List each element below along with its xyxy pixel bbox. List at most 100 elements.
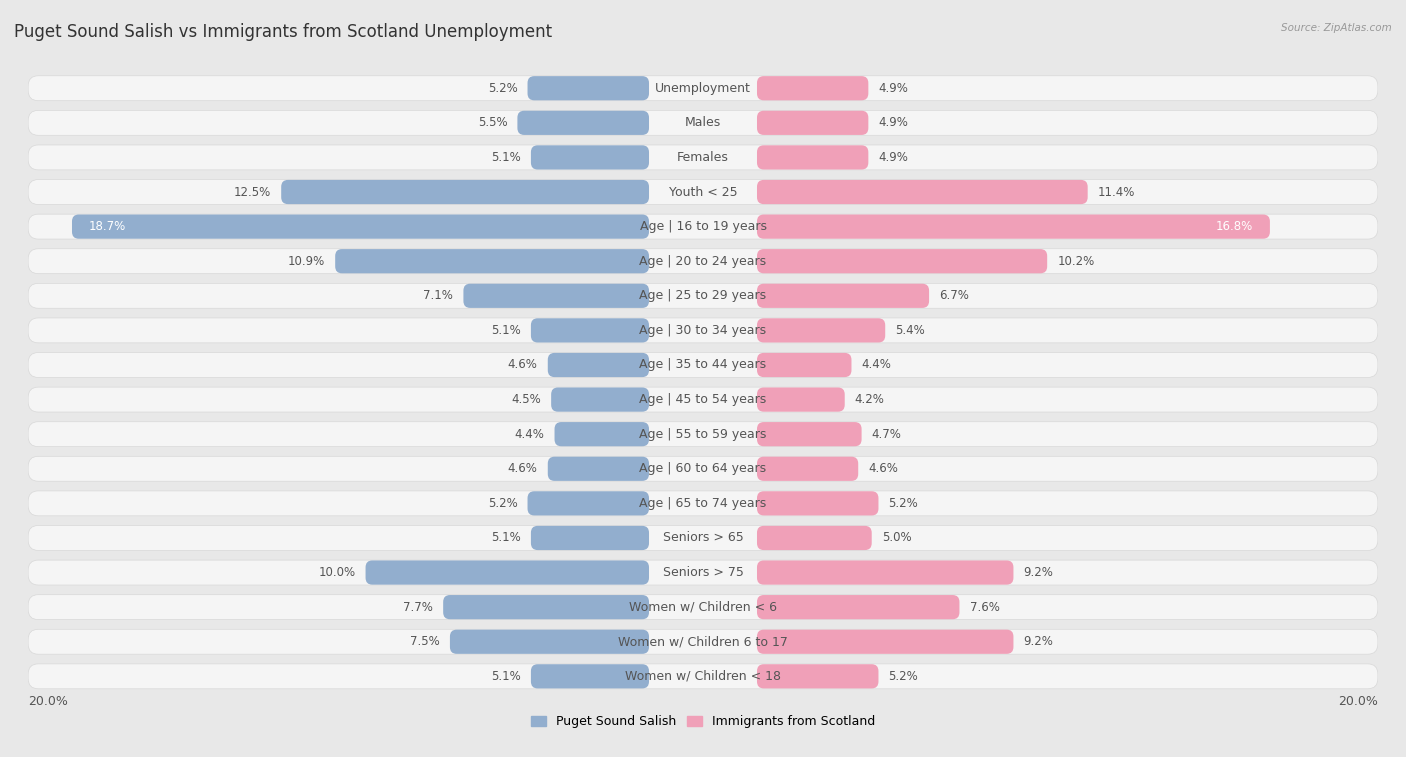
Text: 4.6%: 4.6% [869,463,898,475]
FancyBboxPatch shape [527,491,650,516]
Text: 5.0%: 5.0% [882,531,911,544]
FancyBboxPatch shape [527,76,650,101]
Text: Women w/ Children < 18: Women w/ Children < 18 [626,670,780,683]
Legend: Puget Sound Salish, Immigrants from Scotland: Puget Sound Salish, Immigrants from Scot… [526,710,880,733]
FancyBboxPatch shape [28,525,1378,550]
FancyBboxPatch shape [551,388,650,412]
Text: 4.7%: 4.7% [872,428,901,441]
Text: 5.2%: 5.2% [488,82,517,95]
Text: 7.7%: 7.7% [404,600,433,614]
FancyBboxPatch shape [517,111,650,135]
FancyBboxPatch shape [28,664,1378,689]
Text: Age | 16 to 19 years: Age | 16 to 19 years [640,220,766,233]
Text: 5.2%: 5.2% [889,670,918,683]
Text: 4.6%: 4.6% [508,359,537,372]
Text: 7.1%: 7.1% [423,289,453,302]
FancyBboxPatch shape [756,145,869,170]
FancyBboxPatch shape [450,630,650,654]
Text: 20.0%: 20.0% [28,695,67,708]
FancyBboxPatch shape [28,387,1378,412]
FancyBboxPatch shape [28,76,1378,101]
Text: 5.5%: 5.5% [478,117,508,129]
FancyBboxPatch shape [28,179,1378,204]
Text: 4.5%: 4.5% [512,393,541,406]
Text: 5.1%: 5.1% [491,670,520,683]
Text: Age | 45 to 54 years: Age | 45 to 54 years [640,393,766,406]
FancyBboxPatch shape [366,560,650,584]
Text: 10.2%: 10.2% [1057,254,1094,268]
FancyBboxPatch shape [756,526,872,550]
Text: 5.4%: 5.4% [896,324,925,337]
FancyBboxPatch shape [28,318,1378,343]
Text: 5.1%: 5.1% [491,324,520,337]
FancyBboxPatch shape [756,388,845,412]
FancyBboxPatch shape [28,249,1378,274]
Text: 5.1%: 5.1% [491,531,520,544]
FancyBboxPatch shape [756,664,879,688]
Text: Unemployment: Unemployment [655,82,751,95]
FancyBboxPatch shape [28,145,1378,170]
FancyBboxPatch shape [443,595,650,619]
FancyBboxPatch shape [756,491,879,516]
FancyBboxPatch shape [756,560,1014,584]
Text: Males: Males [685,117,721,129]
FancyBboxPatch shape [756,353,852,377]
Text: Age | 65 to 74 years: Age | 65 to 74 years [640,497,766,510]
Text: Age | 35 to 44 years: Age | 35 to 44 years [640,359,766,372]
FancyBboxPatch shape [548,353,650,377]
Text: 10.9%: 10.9% [288,254,325,268]
FancyBboxPatch shape [28,283,1378,308]
Text: 4.4%: 4.4% [862,359,891,372]
FancyBboxPatch shape [756,180,1088,204]
Text: 5.2%: 5.2% [488,497,517,510]
FancyBboxPatch shape [531,318,650,342]
FancyBboxPatch shape [756,76,869,101]
Text: 18.7%: 18.7% [89,220,127,233]
Text: 4.9%: 4.9% [879,82,908,95]
Text: Women w/ Children < 6: Women w/ Children < 6 [628,600,778,614]
FancyBboxPatch shape [756,318,886,342]
Text: 16.8%: 16.8% [1216,220,1253,233]
Text: Seniors > 65: Seniors > 65 [662,531,744,544]
Text: 4.9%: 4.9% [879,151,908,164]
FancyBboxPatch shape [281,180,650,204]
Text: 5.1%: 5.1% [491,151,520,164]
Text: 9.2%: 9.2% [1024,566,1053,579]
Text: Age | 30 to 34 years: Age | 30 to 34 years [640,324,766,337]
FancyBboxPatch shape [756,456,858,481]
FancyBboxPatch shape [28,560,1378,585]
Text: Age | 20 to 24 years: Age | 20 to 24 years [640,254,766,268]
FancyBboxPatch shape [28,456,1378,481]
Text: Age | 60 to 64 years: Age | 60 to 64 years [640,463,766,475]
Text: Women w/ Children 6 to 17: Women w/ Children 6 to 17 [619,635,787,648]
FancyBboxPatch shape [28,629,1378,654]
FancyBboxPatch shape [756,249,1047,273]
FancyBboxPatch shape [28,422,1378,447]
Text: 9.2%: 9.2% [1024,635,1053,648]
FancyBboxPatch shape [335,249,650,273]
FancyBboxPatch shape [464,284,650,308]
FancyBboxPatch shape [756,111,869,135]
FancyBboxPatch shape [72,214,650,238]
FancyBboxPatch shape [28,595,1378,619]
Text: 4.6%: 4.6% [508,463,537,475]
Text: Age | 25 to 29 years: Age | 25 to 29 years [640,289,766,302]
Text: 12.5%: 12.5% [233,185,271,198]
FancyBboxPatch shape [531,145,650,170]
Text: 4.9%: 4.9% [879,117,908,129]
FancyBboxPatch shape [531,664,650,688]
FancyBboxPatch shape [548,456,650,481]
Text: 5.2%: 5.2% [889,497,918,510]
FancyBboxPatch shape [756,595,959,619]
FancyBboxPatch shape [28,491,1378,516]
Text: Youth < 25: Youth < 25 [669,185,737,198]
FancyBboxPatch shape [756,284,929,308]
FancyBboxPatch shape [756,422,862,447]
Text: 4.4%: 4.4% [515,428,544,441]
FancyBboxPatch shape [28,111,1378,136]
Text: 7.6%: 7.6% [970,600,1000,614]
Text: Source: ZipAtlas.com: Source: ZipAtlas.com [1281,23,1392,33]
Text: 4.2%: 4.2% [855,393,884,406]
Text: 20.0%: 20.0% [1339,695,1378,708]
Text: Puget Sound Salish vs Immigrants from Scotland Unemployment: Puget Sound Salish vs Immigrants from Sc… [14,23,553,41]
